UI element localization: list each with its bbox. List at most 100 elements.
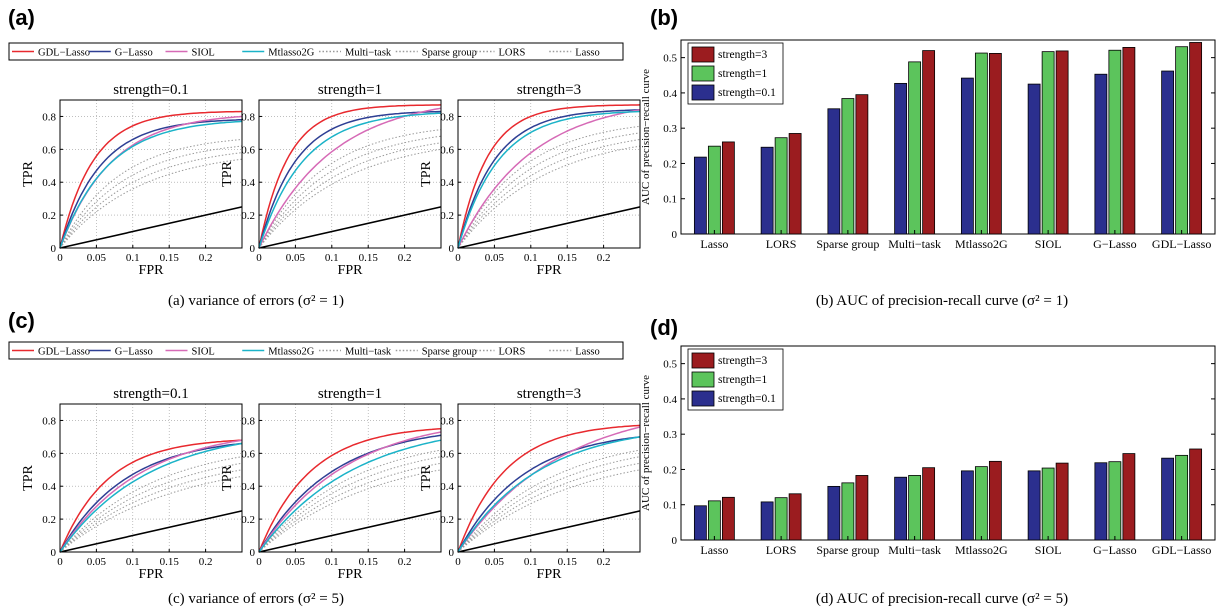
legend-entry: GDL−Lasso xyxy=(38,48,90,59)
roc-curve xyxy=(457,139,641,249)
y-tick-label: 0.8 xyxy=(42,415,56,427)
x-tick-label: LORS xyxy=(766,543,797,557)
roc-curve xyxy=(457,125,641,249)
bar xyxy=(841,482,855,541)
legend-entry: Lasso xyxy=(575,48,600,59)
y-tick-label: 0 xyxy=(672,229,678,241)
x-tick-label: SIOL xyxy=(1035,543,1062,557)
bar xyxy=(1094,462,1108,541)
legend-entry: strength=1 xyxy=(718,374,768,386)
y-tick-label: 0.2 xyxy=(241,514,255,526)
roc-subplot: strength=0.1 0 0.05 0.1 0.15 0.2 0 0.2 0.4 0.6 0.8… xyxy=(21,386,243,582)
y-axis-label: TPR xyxy=(21,161,36,187)
roc-subplot: strength=3 0 0.05 0.1 0.15 0.2 0 0.2 0.4 0.6 0.8 FP… xyxy=(419,386,641,582)
bar xyxy=(1094,73,1108,235)
y-tick-label: 0.2 xyxy=(440,210,454,222)
x-tick-label: 0.05 xyxy=(286,252,306,264)
roc-curve xyxy=(457,436,641,553)
caption-c: (c) variance of errors (σ² = 5) xyxy=(168,591,344,607)
x-tick-label: Lasso xyxy=(700,237,728,251)
roc-curve xyxy=(258,469,442,553)
bar xyxy=(922,467,936,541)
x-tick-label: 0.05 xyxy=(286,556,306,568)
y-tick-label: 0.6 xyxy=(241,144,255,156)
panel-label-a: (a) xyxy=(8,5,35,30)
bar xyxy=(908,475,922,541)
x-tick-label: G−Lasso xyxy=(1093,543,1136,557)
x-tick-label: 0.1 xyxy=(325,252,339,264)
y-tick-label: 0.5 xyxy=(663,359,677,371)
y-tick-label: 0.5 xyxy=(663,53,677,65)
bar xyxy=(827,108,841,235)
x-tick-label: 0.15 xyxy=(160,252,180,264)
y-tick-label: 0.2 xyxy=(663,158,677,170)
caption-a: (a) variance of errors (σ² = 1) xyxy=(168,293,344,309)
legend-entry: SIOL xyxy=(192,48,215,59)
bar xyxy=(707,500,721,541)
y-tick-label: 0.4 xyxy=(440,177,454,189)
bar xyxy=(894,82,908,235)
roc-curve xyxy=(59,469,243,553)
roc-curve xyxy=(59,118,243,249)
y-axis-label: AUC of precision−recall curve xyxy=(640,375,652,511)
roc-legend: GDL−Lasso G−Lasso SIOL Mtlasso2G Multi−task S… xyxy=(8,42,624,61)
legend-entry: Multi−task xyxy=(345,347,392,358)
x-tick-label: 0.2 xyxy=(597,252,611,264)
bar xyxy=(1027,470,1041,541)
bar xyxy=(721,141,735,235)
legend-entry: GDL−Lasso xyxy=(38,347,90,358)
subplot-title: strength=0.1 xyxy=(113,386,189,402)
bar xyxy=(1041,51,1055,235)
roc-curve xyxy=(457,109,641,249)
y-tick-label: 0.4 xyxy=(663,88,677,100)
reference-diagonal xyxy=(457,510,641,553)
legend-entry: Mtlasso2G xyxy=(268,347,315,358)
roc-curve xyxy=(258,439,442,553)
roc-curve xyxy=(59,139,243,249)
x-tick-label: 0 xyxy=(455,252,461,264)
axes-frame xyxy=(258,99,442,249)
x-tick-label: Multi−task xyxy=(888,543,941,557)
x-tick-label: GDL−Lasso xyxy=(1152,237,1211,251)
x-tick-label: LORS xyxy=(766,237,797,251)
bar xyxy=(788,133,802,235)
x-tick-label: 0.1 xyxy=(126,556,140,568)
bar xyxy=(721,496,735,541)
x-tick-label: 0.05 xyxy=(87,252,107,264)
roc-curve xyxy=(258,104,442,249)
panel-label-c: (c) xyxy=(8,308,35,333)
y-tick-label: 0 xyxy=(51,547,57,559)
bar xyxy=(1041,467,1055,541)
x-axis-label: FPR xyxy=(338,567,364,582)
x-tick-label: 0 xyxy=(256,556,262,568)
reference-diagonal xyxy=(59,510,243,553)
y-axis-label: AUC of precision−recall curve xyxy=(640,69,652,205)
roc-legend: GDL−Lasso G−Lasso SIOL Mtlasso2G Multi−task S… xyxy=(8,341,624,360)
bar xyxy=(693,505,707,541)
bar xyxy=(1122,453,1136,541)
roc-curve xyxy=(59,442,243,553)
y-tick-label: 0.2 xyxy=(42,210,56,222)
x-tick-label: Lasso xyxy=(700,543,728,557)
x-tick-label: 0 xyxy=(256,252,262,264)
legend-entry: Lasso xyxy=(575,347,600,358)
roc-curve xyxy=(59,442,243,553)
y-tick-label: 0.3 xyxy=(663,123,677,135)
x-tick-label: G−Lasso xyxy=(1093,237,1136,251)
y-axis-label: TPR xyxy=(419,465,434,491)
y-tick-label: 0 xyxy=(672,535,678,547)
bar xyxy=(1175,46,1189,235)
y-tick-label: 0.8 xyxy=(241,415,255,427)
roc-curve xyxy=(59,439,243,553)
y-axis-label: TPR xyxy=(21,465,36,491)
roc-curve xyxy=(59,152,243,249)
bar xyxy=(855,94,869,235)
panel-label-d: (d) xyxy=(650,315,678,340)
bar xyxy=(1161,457,1175,541)
x-tick-label: 0.2 xyxy=(398,556,412,568)
x-tick-label: Sparse group xyxy=(816,543,879,557)
bar xyxy=(960,77,974,235)
roc-curve xyxy=(457,462,641,553)
x-tick-label: Mtlasso2G xyxy=(955,237,1008,251)
